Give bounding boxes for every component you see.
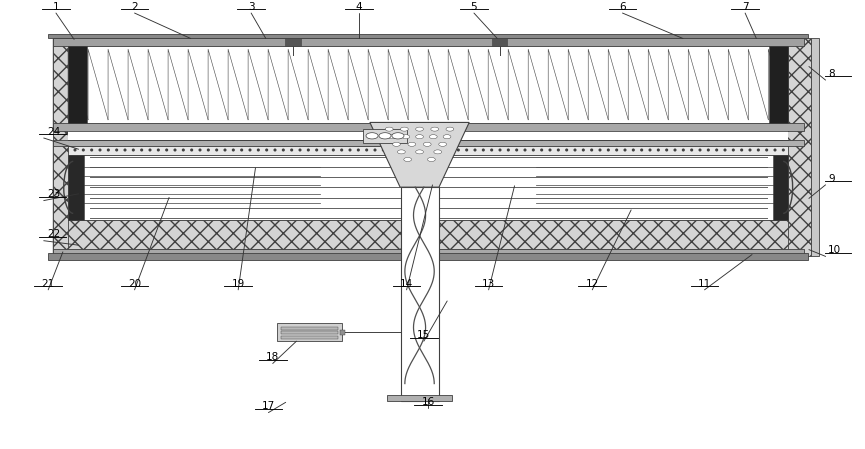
Bar [68,132,788,140]
Bar [48,34,808,39]
Bar [363,129,407,143]
Circle shape [416,150,424,154]
Bar [277,323,342,341]
Bar [48,253,808,260]
Circle shape [427,158,435,162]
Bar [772,154,788,220]
Circle shape [366,133,378,139]
Circle shape [416,127,424,131]
Circle shape [434,150,442,154]
Bar [53,123,804,132]
Text: 10: 10 [828,245,841,255]
Bar [769,46,788,123]
Text: 3: 3 [248,2,254,12]
Circle shape [408,142,416,146]
Bar [388,395,452,401]
Text: 24: 24 [48,127,61,137]
Circle shape [398,150,406,154]
Circle shape [385,127,393,131]
Circle shape [443,135,451,139]
Circle shape [429,135,437,139]
Bar [68,154,84,220]
Text: 18: 18 [266,352,279,362]
Circle shape [416,135,424,139]
Bar [68,46,87,123]
Text: 15: 15 [417,330,431,340]
Text: 8: 8 [828,69,835,79]
Bar [400,187,439,401]
Bar [492,39,508,46]
Circle shape [400,127,408,131]
Bar [68,145,788,154]
Bar [53,140,804,145]
Text: 23: 23 [48,189,61,199]
Text: 22: 22 [48,229,61,239]
Bar [53,140,804,256]
Circle shape [431,127,439,131]
Circle shape [393,142,400,146]
Bar [280,327,338,330]
Text: 17: 17 [262,401,275,411]
Bar [280,331,338,335]
Text: 20: 20 [128,278,141,289]
Circle shape [446,127,454,131]
Circle shape [402,135,410,139]
Bar [782,38,811,256]
Text: 21: 21 [42,278,54,289]
Text: 16: 16 [421,397,435,407]
Bar [68,154,788,220]
Bar [285,39,301,46]
Bar [53,249,804,256]
Circle shape [423,142,431,146]
Text: 11: 11 [698,278,711,289]
Bar [53,38,77,256]
Text: 14: 14 [400,278,413,289]
Polygon shape [370,123,469,187]
Text: 5: 5 [471,2,477,12]
Text: 9: 9 [828,174,835,184]
Bar [68,46,788,123]
Circle shape [404,158,412,162]
Text: 19: 19 [232,278,245,289]
Circle shape [388,135,396,139]
Bar [53,38,804,132]
Text: 4: 4 [356,2,362,12]
Text: 7: 7 [742,2,748,12]
Text: 1: 1 [53,2,60,12]
Text: 6: 6 [619,2,625,12]
Text: 2: 2 [131,2,138,12]
Circle shape [392,133,404,139]
Bar [280,336,338,339]
Bar [340,330,345,335]
Circle shape [379,133,391,139]
Bar [811,38,819,256]
Text: 13: 13 [482,278,496,289]
Circle shape [439,142,446,146]
Text: 12: 12 [586,278,599,289]
Bar [68,220,788,249]
Bar [53,38,804,46]
